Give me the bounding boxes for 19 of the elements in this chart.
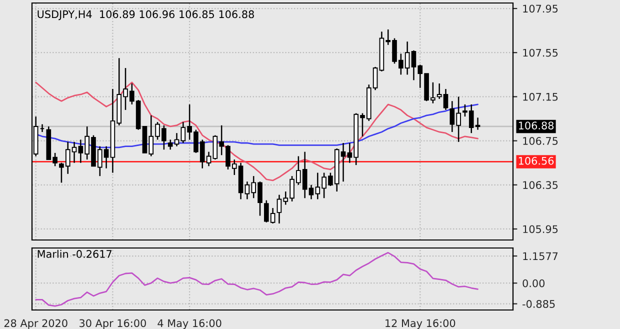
y-tick-label: 1.1577 <box>523 252 558 260</box>
x-tick-label: 28 Apr 2020 <box>4 319 68 329</box>
text: USDJPY,H4 106.89 106.96 106.85 106.88 <box>38 10 254 20</box>
x-tick-label: 12 May 16:00 <box>386 319 456 329</box>
y-tick-label: 107.15 <box>523 92 558 101</box>
y-tick-label: 107.95 <box>523 4 558 13</box>
line-series <box>35 82 478 182</box>
x-tick-label: 30 Apr 16:00 <box>80 319 146 329</box>
y-tick-label: 106.35 <box>523 181 558 189</box>
ref-line-label: 106.56 <box>518 156 554 165</box>
chart-title: Marlin -0.2617 <box>38 250 112 258</box>
line-series <box>35 252 478 307</box>
y-tick-label: 106.75 <box>523 137 558 145</box>
x-tick-label: 4 May 16:00 <box>158 319 222 329</box>
y-tick-label: 107.55 <box>523 48 558 57</box>
y-tick-label: -0.885 <box>522 300 555 308</box>
ref-line-label: 106.88 <box>518 122 554 130</box>
y-tick-label: 105.95 <box>523 225 558 234</box>
y-tick-label: 0.00 <box>522 279 545 288</box>
